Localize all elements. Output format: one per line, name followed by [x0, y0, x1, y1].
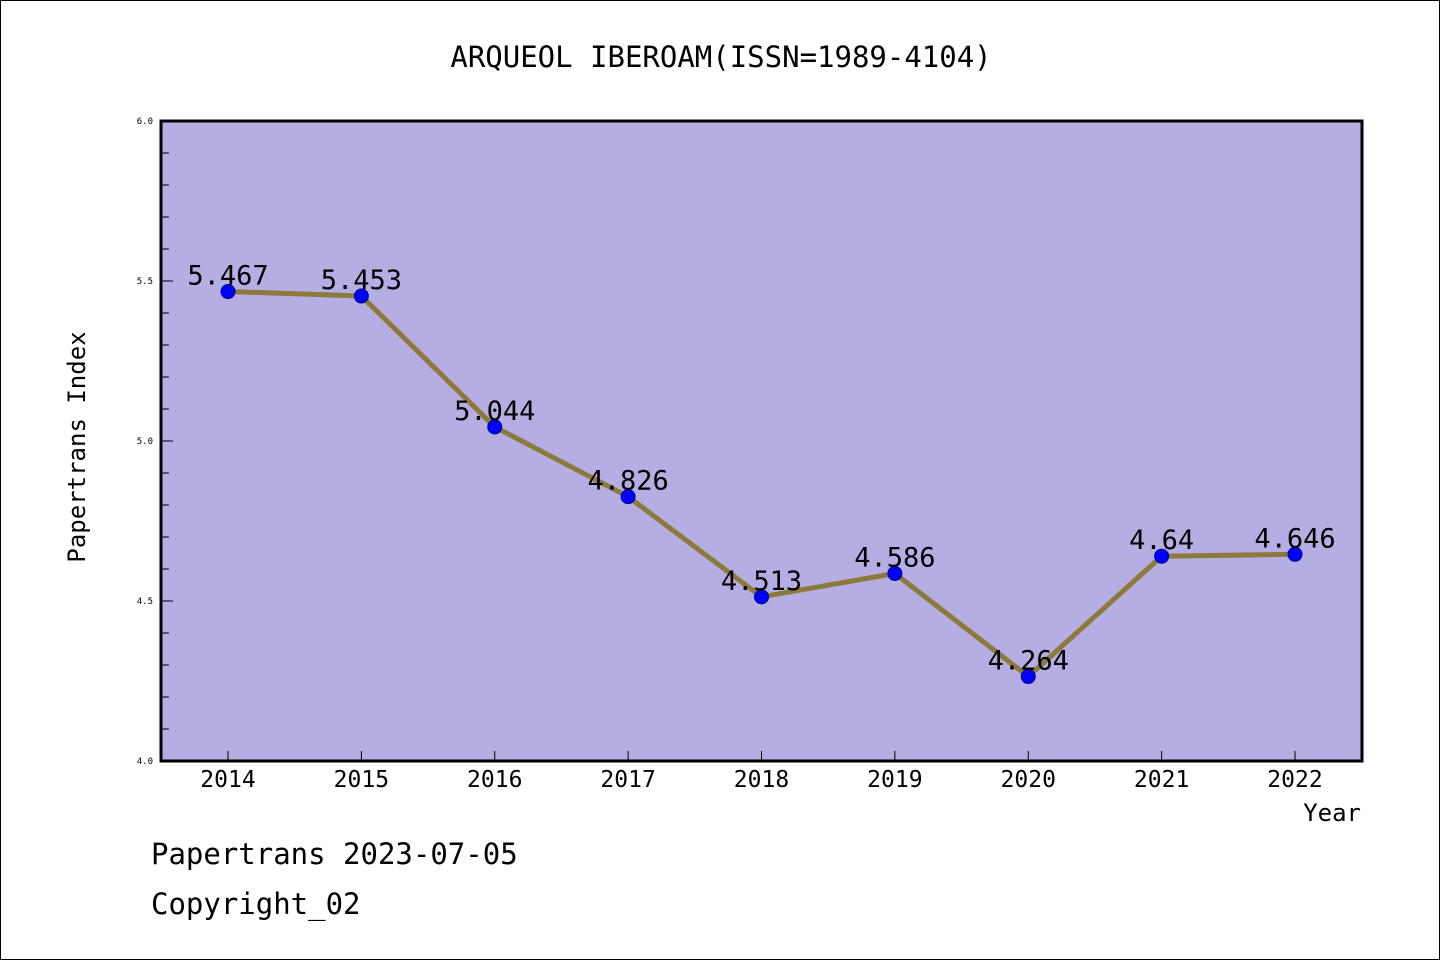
data-label: 4.586 [854, 542, 935, 573]
footer-copyright-line: Copyright_02 [151, 887, 361, 921]
data-label: 4.64 [1129, 525, 1194, 556]
y-axis-label: Papertrans Index [63, 331, 91, 562]
footer-date-line: Papertrans 2023-07-05 [151, 837, 518, 871]
y-tick-label: 4.0 [137, 757, 153, 767]
y-axis: 4.0 4.5 5.0 5.5 6.0 [137, 117, 173, 767]
x-tick-label: 2019 [867, 767, 922, 793]
x-tick-label: 2020 [1001, 767, 1056, 793]
y-tick-label: 5.0 [137, 437, 153, 447]
x-tick-label: 2014 [200, 767, 255, 793]
data-label: 5.467 [187, 261, 268, 292]
x-tick-label: 2018 [734, 767, 789, 793]
data-point [353, 288, 369, 304]
y-tick-label: 6.0 [137, 117, 153, 127]
data-label: 4.513 [721, 566, 802, 597]
data-labels: 5.467 5.453 5.044 4.826 4.513 4.586 4.264 4.64 4… [187, 261, 1335, 677]
data-label: 4.826 [587, 466, 668, 497]
data-point [620, 489, 636, 505]
data-point [487, 419, 503, 435]
x-tick-label: 2017 [600, 767, 655, 793]
x-axis: 2014 2015 2016 2017 2018 2019 2020 2021 2022 [200, 751, 1323, 793]
chart-title: ARQUEOL IBEROAM(ISSN=1989-4104) [450, 40, 991, 74]
data-point [887, 565, 903, 581]
data-label: 5.453 [321, 265, 402, 296]
x-tick-label: 2022 [1267, 767, 1322, 793]
data-label: 4.264 [988, 646, 1069, 677]
x-tick-label: 2016 [467, 767, 522, 793]
data-label: 5.044 [454, 396, 535, 427]
data-point [1154, 548, 1170, 564]
data-point [1020, 669, 1036, 685]
plot-area [159, 119, 1364, 763]
data-point [754, 589, 769, 605]
data-point [220, 284, 236, 300]
y-tick-label: 5.5 [137, 277, 153, 287]
y-tick-label: 4.5 [137, 597, 153, 607]
x-tick-label: 2015 [334, 767, 389, 793]
x-tick-label: 2021 [1134, 767, 1189, 793]
data-point [1287, 546, 1303, 562]
data-points [220, 284, 1303, 685]
data-label: 4.646 [1254, 523, 1335, 554]
x-axis-label: Year [1303, 799, 1361, 827]
